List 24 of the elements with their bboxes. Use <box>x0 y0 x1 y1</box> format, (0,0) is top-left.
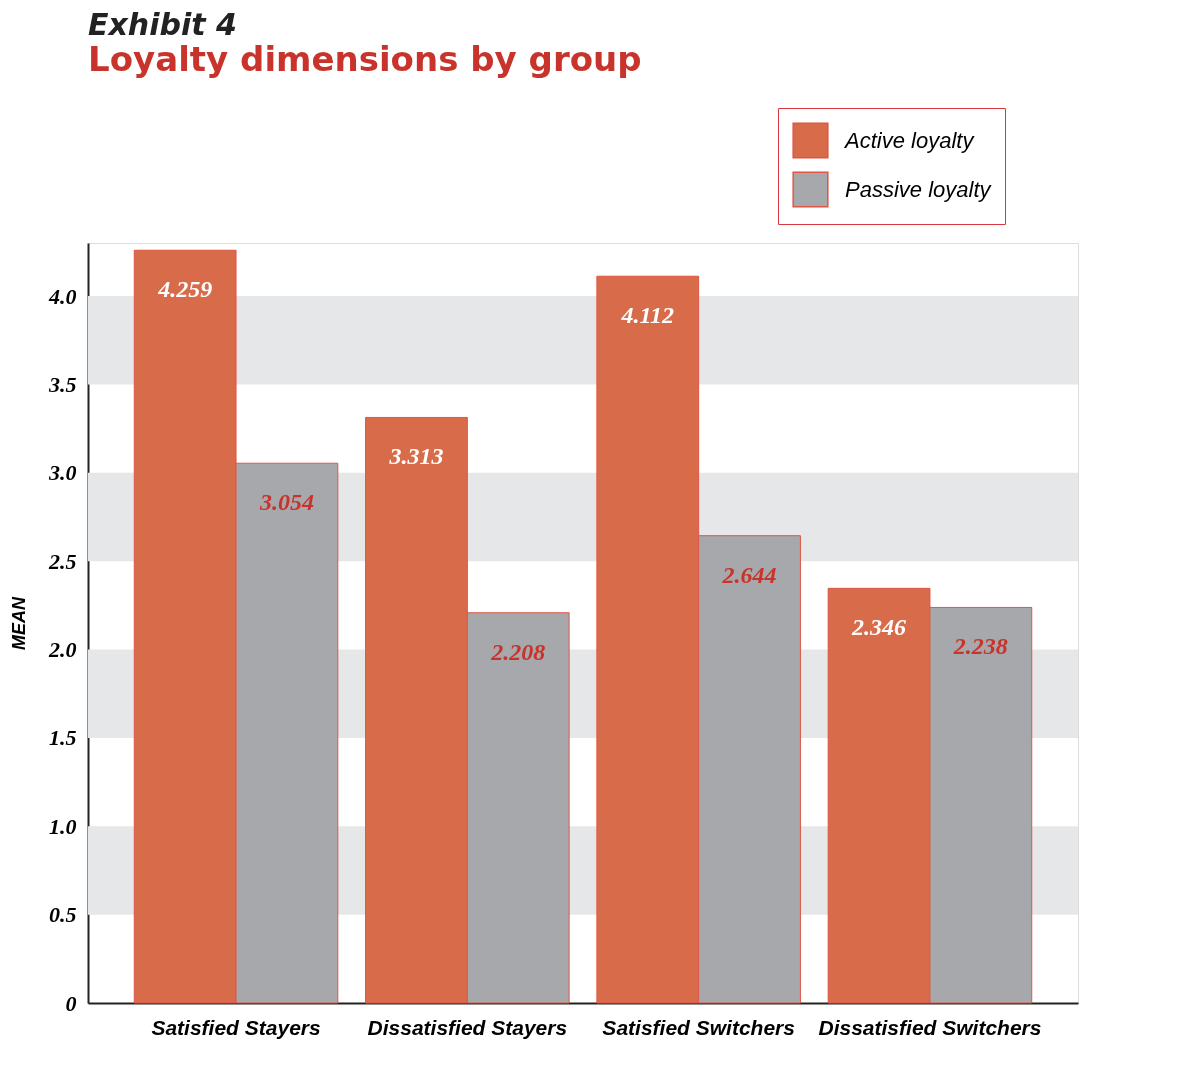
x-tick-label: Satisfied Stayers <box>151 1015 321 1039</box>
y-tick-label: 0.5 <box>49 902 77 928</box>
y-tick-label: 4.0 <box>48 283 77 309</box>
x-tick-label: Dissatisfied Stayers <box>367 1015 568 1039</box>
y-tick-label: 1.0 <box>49 813 77 839</box>
y-tick-label: 1.5 <box>49 725 77 751</box>
data-label: 3.313 <box>388 443 444 470</box>
y-tick-label: 0 <box>65 990 77 1016</box>
y-axis-title: MEAN <box>9 596 29 650</box>
y-tick-label: 2.5 <box>48 548 77 574</box>
y-tick-label: 2.0 <box>48 637 77 663</box>
data-label: 2.346 <box>851 614 907 641</box>
legend-label: Active loyalty <box>843 127 976 153</box>
data-label: 4.259 <box>157 276 213 303</box>
legend-label: Passive loyalty <box>845 176 993 202</box>
x-tick-label: Satisfied Switchers <box>602 1015 795 1039</box>
data-label: 2.644 <box>721 561 777 588</box>
y-tick-label: 3.5 <box>48 371 77 397</box>
data-label: 2.208 <box>490 638 546 665</box>
data-label: 4.112 <box>620 302 675 329</box>
x-tick-label: Dissatisfied Switchers <box>818 1015 1042 1039</box>
data-label: 3.054 <box>258 489 314 516</box>
data-label: 2.238 <box>952 633 1008 660</box>
y-tick-label: 3.0 <box>48 460 77 486</box>
